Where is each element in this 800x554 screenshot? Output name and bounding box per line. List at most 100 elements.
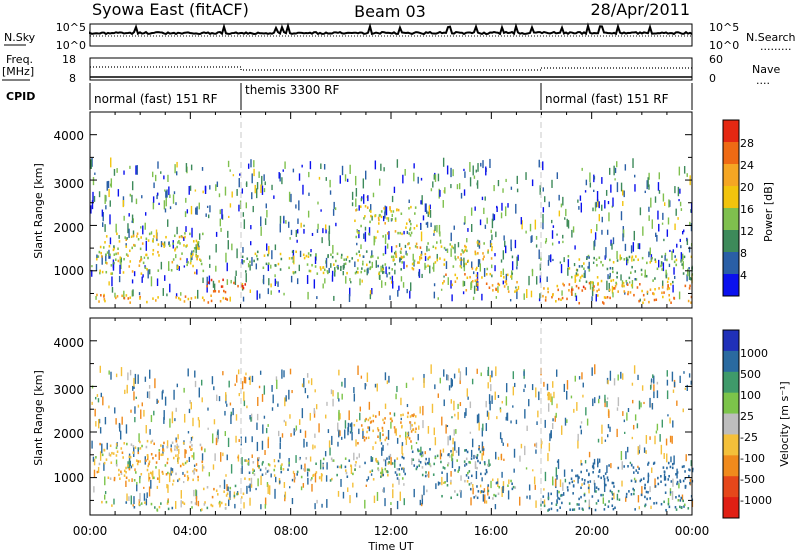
echo-cell: [93, 486, 95, 493]
echo-cell: [115, 446, 118, 450]
echo-cell: [434, 261, 437, 264]
echo-cell: [253, 160, 255, 168]
echo-cell: [176, 226, 178, 235]
echo-cell: [274, 464, 276, 468]
echo-cell: [227, 486, 229, 492]
echo-cell: [118, 235, 120, 239]
echo-cell: [567, 267, 569, 276]
echo-cell: [328, 267, 330, 273]
echo-cell: [562, 234, 564, 239]
echo-cell: [283, 482, 286, 488]
echo-cell: [171, 506, 174, 510]
echo-cell: [242, 247, 244, 253]
echo-cell: [620, 274, 622, 281]
echo-cell: [639, 479, 642, 483]
echo-cell: [337, 441, 339, 447]
echo-cell: [580, 429, 583, 435]
echo-cell: [448, 385, 451, 391]
echo-cell: [240, 496, 243, 499]
echo-cell: [215, 265, 217, 272]
echo-cell: [384, 205, 386, 214]
echo-cell: [502, 485, 504, 489]
echo-cell: [176, 446, 178, 449]
echo-cell: [616, 493, 619, 501]
echo-cell: [326, 270, 329, 273]
echo-cell: [612, 197, 614, 207]
echo-cell: [355, 187, 358, 197]
echo-cell: [94, 396, 97, 400]
echo-cell: [504, 245, 507, 254]
echo-cell: [470, 282, 472, 291]
echo-cell: [454, 490, 456, 493]
echo-cell: [425, 457, 427, 461]
nave-label: Nave: [752, 63, 780, 76]
echo-cell: [562, 196, 564, 206]
echo-cell: [611, 504, 614, 507]
echo-cell: [450, 399, 453, 404]
echo-cell: [112, 248, 115, 252]
echo-cell: [588, 506, 591, 510]
echo-cell: [212, 280, 215, 288]
echo-cell: [636, 286, 639, 289]
echo-cell: [340, 464, 343, 469]
freq-tick-bottom: 8: [69, 72, 76, 85]
echo-cell: [424, 203, 427, 212]
echo-cell: [130, 443, 133, 446]
echo-cell: [114, 292, 116, 298]
echo-cell: [401, 232, 403, 236]
echo-cell: [261, 393, 264, 402]
echo-cell: [454, 243, 456, 254]
echo-cell: [670, 301, 672, 304]
echo-cell: [330, 457, 333, 460]
echo-cell: [140, 226, 142, 229]
echo-cell: [450, 248, 452, 257]
echo-cell: [147, 239, 150, 242]
echo-cell: [386, 217, 388, 220]
echo-cell: [166, 189, 168, 198]
echo-cell: [672, 420, 674, 428]
echo-cell: [209, 205, 211, 213]
vel-cbar-neg500: -500: [740, 473, 765, 486]
echo-cell: [681, 253, 684, 261]
echo-cell: [644, 486, 646, 490]
echo-cell: [633, 293, 635, 297]
echo-cell: [108, 245, 111, 248]
echo-cell: [547, 452, 549, 462]
echo-cell: [383, 487, 385, 493]
echo-cell: [372, 429, 374, 433]
nave-trace: [90, 66, 692, 71]
echo-cell: [118, 473, 120, 477]
echo-cell: [137, 404, 140, 408]
echo-cell: [243, 391, 245, 402]
echo-cell: [169, 206, 172, 210]
echo-cell: [510, 186, 513, 190]
echo-cell: [190, 501, 193, 504]
echo-cell: [290, 275, 293, 283]
echo-cell: [485, 400, 487, 408]
echo-cell: [505, 178, 507, 183]
echo-cell: [200, 446, 203, 450]
echo-cell: [549, 433, 551, 442]
echo-cell: [246, 405, 248, 409]
echo-cell: [611, 491, 613, 494]
echo-cell: [223, 289, 225, 293]
echo-cell: [559, 479, 562, 488]
echo-cell: [370, 204, 372, 213]
echo-cell: [643, 447, 646, 453]
echo-cell: [354, 175, 357, 186]
echo-cell: [132, 451, 135, 454]
echo-cell: [368, 227, 371, 236]
echo-cell: [141, 444, 143, 448]
echo-cell: [606, 465, 608, 473]
echo-cell: [656, 267, 659, 271]
echo-cell: [568, 289, 570, 292]
echo-cell: [487, 489, 490, 493]
echo-cell: [105, 253, 107, 262]
echo-cell: [267, 438, 269, 449]
echo-cell: [245, 273, 247, 283]
echo-cell: [483, 207, 485, 215]
echo-cell: [251, 257, 253, 266]
echo-cell: [680, 259, 682, 263]
echo-cell: [172, 242, 174, 245]
echo-cell: [436, 224, 438, 233]
